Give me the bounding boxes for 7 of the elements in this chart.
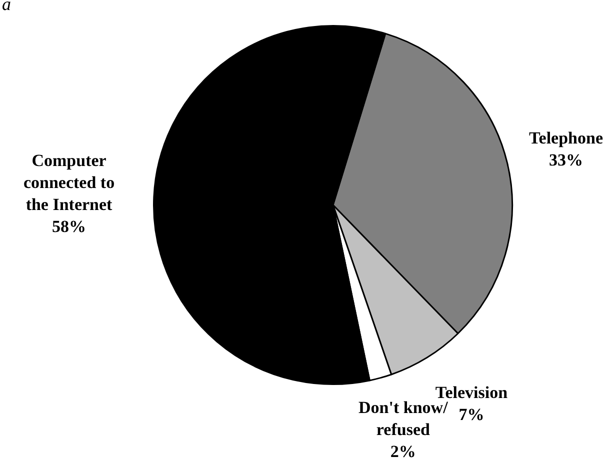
text: a (2, 0, 11, 15)
data-label: 58% (52, 216, 86, 236)
data-label: 7% (458, 404, 484, 424)
slice-label: Computer connected to the Internet (23, 150, 115, 214)
slice-label: Telephone (528, 128, 604, 148)
data-label: 2% (390, 442, 416, 462)
data-label: 33% (549, 150, 583, 170)
